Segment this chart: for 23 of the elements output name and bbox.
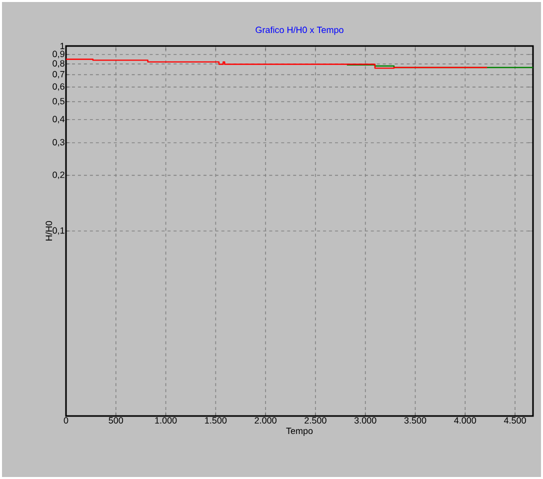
y-tick-label: 0,1 bbox=[52, 227, 64, 235]
y-tick-label: 0,2 bbox=[52, 172, 64, 180]
x-tick-label: 2.000 bbox=[254, 417, 276, 424]
x-axis-title: Tempo bbox=[286, 428, 313, 436]
y-tick-label: 0,7 bbox=[52, 70, 64, 78]
x-tick-label: 1.000 bbox=[155, 417, 177, 424]
chart-title: Grafico H/H0 x Tempo bbox=[256, 26, 344, 35]
x-tick-label: 1.500 bbox=[205, 417, 227, 424]
x-tick-label: 3.000 bbox=[354, 417, 376, 424]
x-tick-label: 0 bbox=[64, 417, 68, 424]
y-tick-label: 0,4 bbox=[52, 116, 65, 124]
x-tick-label: 2.500 bbox=[304, 417, 326, 424]
x-tick-label: 3.500 bbox=[404, 417, 426, 424]
x-tick-label: 4.000 bbox=[454, 417, 476, 424]
x-tick-label: 500 bbox=[108, 417, 124, 424]
y-tick-label: 0,8 bbox=[52, 60, 64, 68]
y-tick-label: 0,3 bbox=[52, 139, 64, 146]
y-tick-label: 0,9 bbox=[52, 50, 64, 58]
y-axis-title: H/H0 bbox=[45, 221, 52, 241]
y-tick-label: 0,5 bbox=[52, 98, 64, 106]
y-tick-label: 1 bbox=[60, 42, 64, 50]
y-tick-label: 0,6 bbox=[52, 83, 64, 91]
x-tick-label: 4.500 bbox=[504, 417, 526, 424]
